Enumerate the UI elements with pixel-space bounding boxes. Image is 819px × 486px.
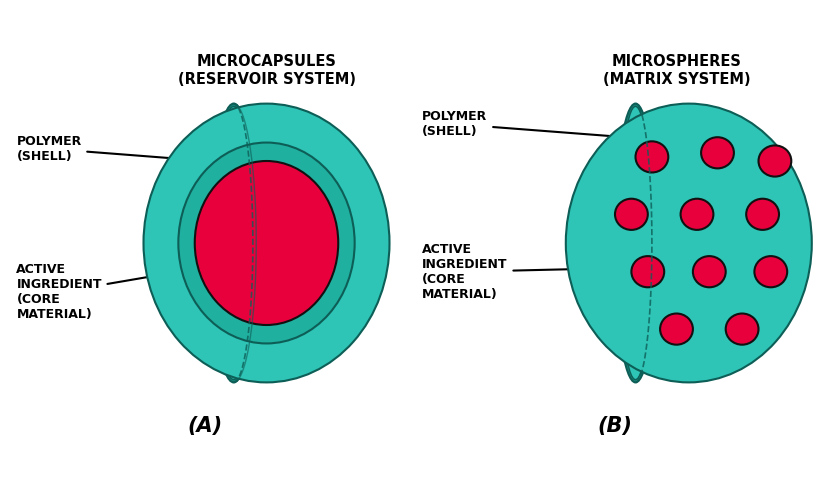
Text: (A): (A) — [188, 416, 222, 436]
Ellipse shape — [725, 313, 758, 345]
Text: POLYMER
(SHELL): POLYMER (SHELL) — [422, 110, 663, 142]
Ellipse shape — [753, 256, 786, 287]
Ellipse shape — [211, 104, 256, 382]
Ellipse shape — [659, 313, 692, 345]
Ellipse shape — [758, 145, 790, 176]
Ellipse shape — [143, 104, 389, 382]
Text: MICROSPHERES
(MATRIX SYSTEM): MICROSPHERES (MATRIX SYSTEM) — [602, 54, 749, 87]
Ellipse shape — [700, 137, 733, 168]
Ellipse shape — [680, 199, 713, 230]
Ellipse shape — [631, 256, 663, 287]
Ellipse shape — [219, 146, 247, 340]
Ellipse shape — [618, 106, 651, 380]
Ellipse shape — [565, 104, 811, 382]
Ellipse shape — [195, 161, 338, 325]
Text: ACTIVE
INGREDIENT
(CORE
MATERIAL): ACTIVE INGREDIENT (CORE MATERIAL) — [422, 243, 634, 301]
Ellipse shape — [692, 256, 725, 287]
Ellipse shape — [143, 104, 389, 382]
Ellipse shape — [179, 142, 355, 344]
Ellipse shape — [635, 141, 667, 173]
Text: POLYMER
(SHELL): POLYMER (SHELL) — [16, 135, 229, 165]
Text: MICROCAPSULES
(RESERVOIR SYSTEM): MICROCAPSULES (RESERVOIR SYSTEM) — [177, 54, 355, 87]
Ellipse shape — [225, 165, 242, 321]
Ellipse shape — [614, 199, 647, 230]
Ellipse shape — [614, 104, 655, 382]
Text: ACTIVE
INGREDIENT
(CORE
MATERIAL): ACTIVE INGREDIENT (CORE MATERIAL) — [16, 255, 269, 321]
Ellipse shape — [745, 199, 778, 230]
Ellipse shape — [215, 106, 252, 380]
Text: (B): (B) — [597, 416, 631, 436]
Ellipse shape — [565, 104, 811, 382]
